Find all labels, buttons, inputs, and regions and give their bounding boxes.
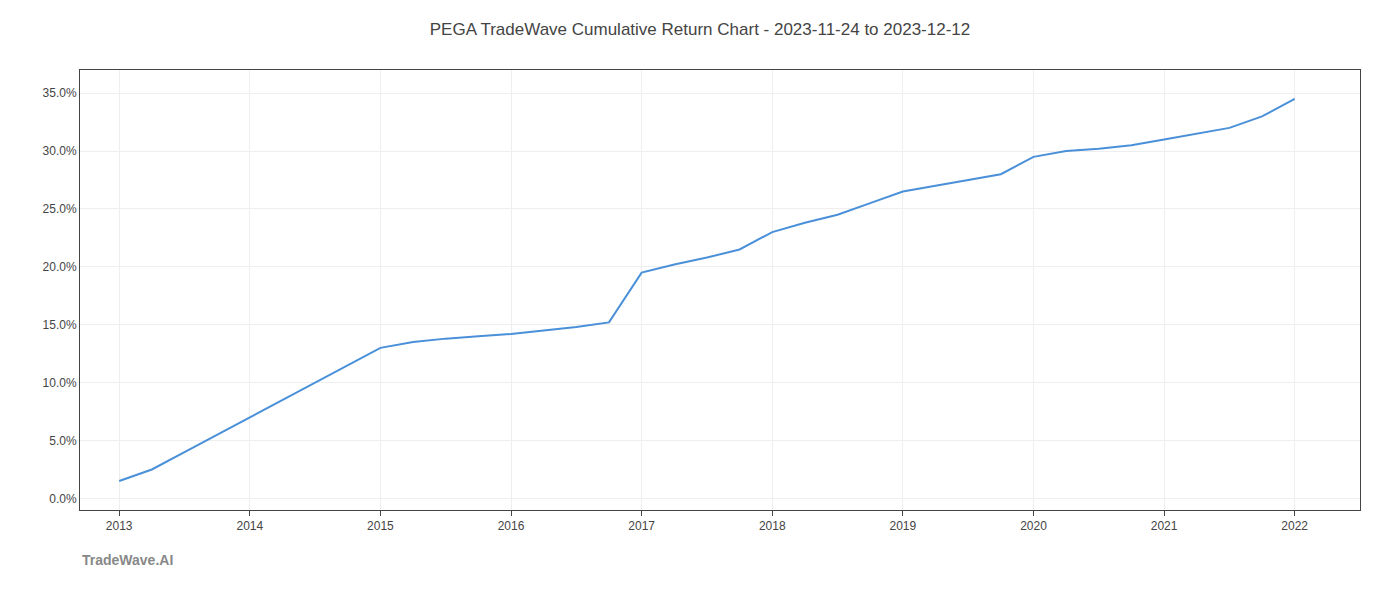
svg-text:20.0%: 20.0%	[43, 260, 77, 274]
svg-text:35.0%: 35.0%	[43, 86, 77, 100]
svg-text:2013: 2013	[106, 519, 133, 533]
svg-text:2019: 2019	[890, 519, 917, 533]
svg-text:2017: 2017	[628, 519, 655, 533]
svg-text:2016: 2016	[498, 519, 525, 533]
svg-text:10.0%: 10.0%	[43, 376, 77, 390]
svg-text:5.0%: 5.0%	[49, 434, 77, 448]
svg-text:30.0%: 30.0%	[43, 144, 77, 158]
svg-text:2018: 2018	[759, 519, 786, 533]
svg-text:2015: 2015	[367, 519, 394, 533]
svg-text:25.0%: 25.0%	[43, 202, 77, 216]
svg-text:TradeWave.AI: TradeWave.AI	[82, 552, 173, 568]
svg-text:PEGA TradeWave Cumulative Retu: PEGA TradeWave Cumulative Return Chart -…	[430, 20, 971, 39]
svg-text:15.0%: 15.0%	[43, 318, 77, 332]
svg-text:2020: 2020	[1020, 519, 1047, 533]
svg-text:2014: 2014	[236, 519, 263, 533]
svg-text:0.0%: 0.0%	[49, 492, 77, 506]
svg-text:2021: 2021	[1151, 519, 1178, 533]
svg-text:2022: 2022	[1281, 519, 1308, 533]
